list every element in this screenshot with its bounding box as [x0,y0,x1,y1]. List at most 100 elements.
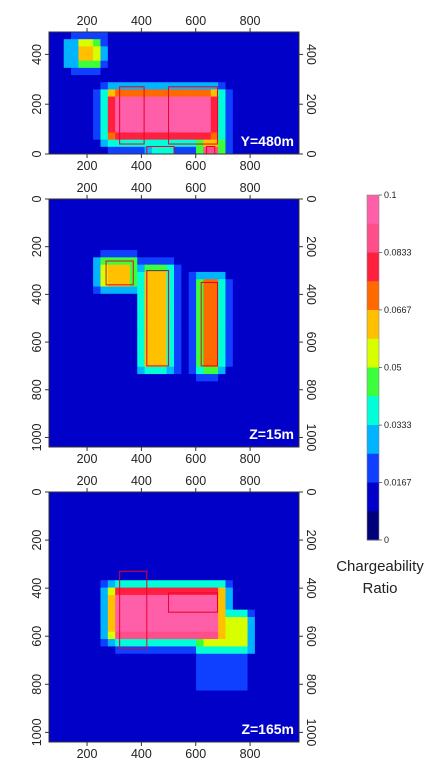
heatmap-cell [262,528,271,537]
heatmap-cell [144,213,153,222]
x-tick-label-bottom: 800 [240,452,261,466]
heatmap-cell [56,293,65,302]
heatmap-cell [63,103,72,112]
heatmap-cell [291,271,299,280]
heatmap-cell [284,110,293,119]
heatmap-cell [129,727,138,736]
heatmap-cell [151,602,160,611]
heatmap-cell [122,228,131,237]
heatmap-cell [100,558,109,567]
heatmap-cell [107,89,116,98]
heatmap-cell [49,550,57,559]
heatmap-cell [276,250,285,258]
heatmap-cell [240,330,249,339]
heatmap-cell [262,727,271,736]
heatmap-cell [107,82,116,91]
heatmap-cell [144,279,153,288]
heatmap-cell [225,110,234,119]
heatmap-cell [174,727,182,736]
heatmap-cell [71,639,80,648]
heatmap-cell [188,96,197,105]
heatmap-cell [291,96,299,105]
heatmap-cell [232,572,241,581]
heatmap-cell [225,609,234,618]
heatmap-cell [78,139,87,148]
heatmap-cell [210,492,219,500]
heatmap-cell [291,366,299,375]
heatmap-cell [196,609,205,618]
heatmap-cell [137,374,146,382]
heatmap-cell [85,242,94,251]
heatmap-cell [232,286,241,295]
heatmap-cell [78,199,87,207]
heatmap-cell [49,301,57,310]
heatmap-cell [276,206,285,215]
heatmap-cell [276,719,285,728]
heatmap-cell [276,75,285,83]
heatmap-cell [232,132,241,141]
colorbar-segment [367,275,379,282]
heatmap-cell [225,683,234,692]
heatmap-cell [129,381,138,390]
heatmap-cell [218,439,227,447]
heatmap-cell [144,631,153,640]
heatmap-cell [63,395,72,404]
heatmap-cell [100,617,109,625]
heatmap-cell [159,572,168,581]
heatmap-cell [107,646,116,655]
heatmap-cell [188,425,197,434]
heatmap-cell [210,39,219,47]
heatmap-cell [78,89,87,98]
heatmap-cell [240,395,249,404]
heatmap-cell [247,32,256,40]
heatmap-cell [100,132,109,141]
heatmap-cell [100,734,109,742]
heatmap-cell [284,558,293,567]
heatmap-cell [218,646,227,655]
heatmap-cell [144,528,153,537]
heatmap-cell [144,220,153,229]
panel-label: Z=165m [241,721,294,737]
heatmap-cell [71,286,80,295]
heatmap-cell [107,337,116,346]
heatmap-cell [174,381,182,390]
heatmap-cell [188,712,197,721]
heatmap-cell [71,712,80,721]
heatmap-cell [115,337,124,346]
heatmap-cell [122,639,131,648]
heatmap-cell [115,279,124,288]
heatmap-cell [100,395,109,404]
heatmap-cell [181,558,190,567]
heatmap-cell [188,344,197,353]
heatmap-cell [188,323,197,331]
heatmap-cell [225,323,234,331]
heatmap-cell [107,125,116,134]
heatmap-cell [107,521,116,530]
heatmap-cell [166,558,175,567]
heatmap-cell [232,439,241,447]
heatmap-cell [71,264,80,273]
heatmap-cell [93,425,102,434]
heatmap-cell [144,286,153,295]
heatmap-cell [49,580,57,589]
heatmap-cell [151,118,160,126]
heatmap-cell [63,315,72,324]
heatmap-cell [240,646,249,655]
heatmap-cell [247,67,256,76]
heatmap-cell [232,315,241,324]
heatmap-cell [284,308,293,317]
heatmap-cell [71,690,80,699]
colorbar-segment [367,425,379,432]
heatmap-cell [122,506,131,515]
heatmap-cell [262,712,271,721]
heatmap-cell [269,558,278,567]
y-tick-label-left: 1000 [30,424,44,452]
heatmap-cell [107,359,116,368]
heatmap-cell [247,125,256,134]
heatmap-cell [159,403,168,412]
heatmap-cell [225,228,234,237]
heatmap-cell [93,683,102,692]
heatmap-cell [254,308,263,317]
heatmap-cell [240,388,249,397]
heatmap-cell [63,536,72,545]
